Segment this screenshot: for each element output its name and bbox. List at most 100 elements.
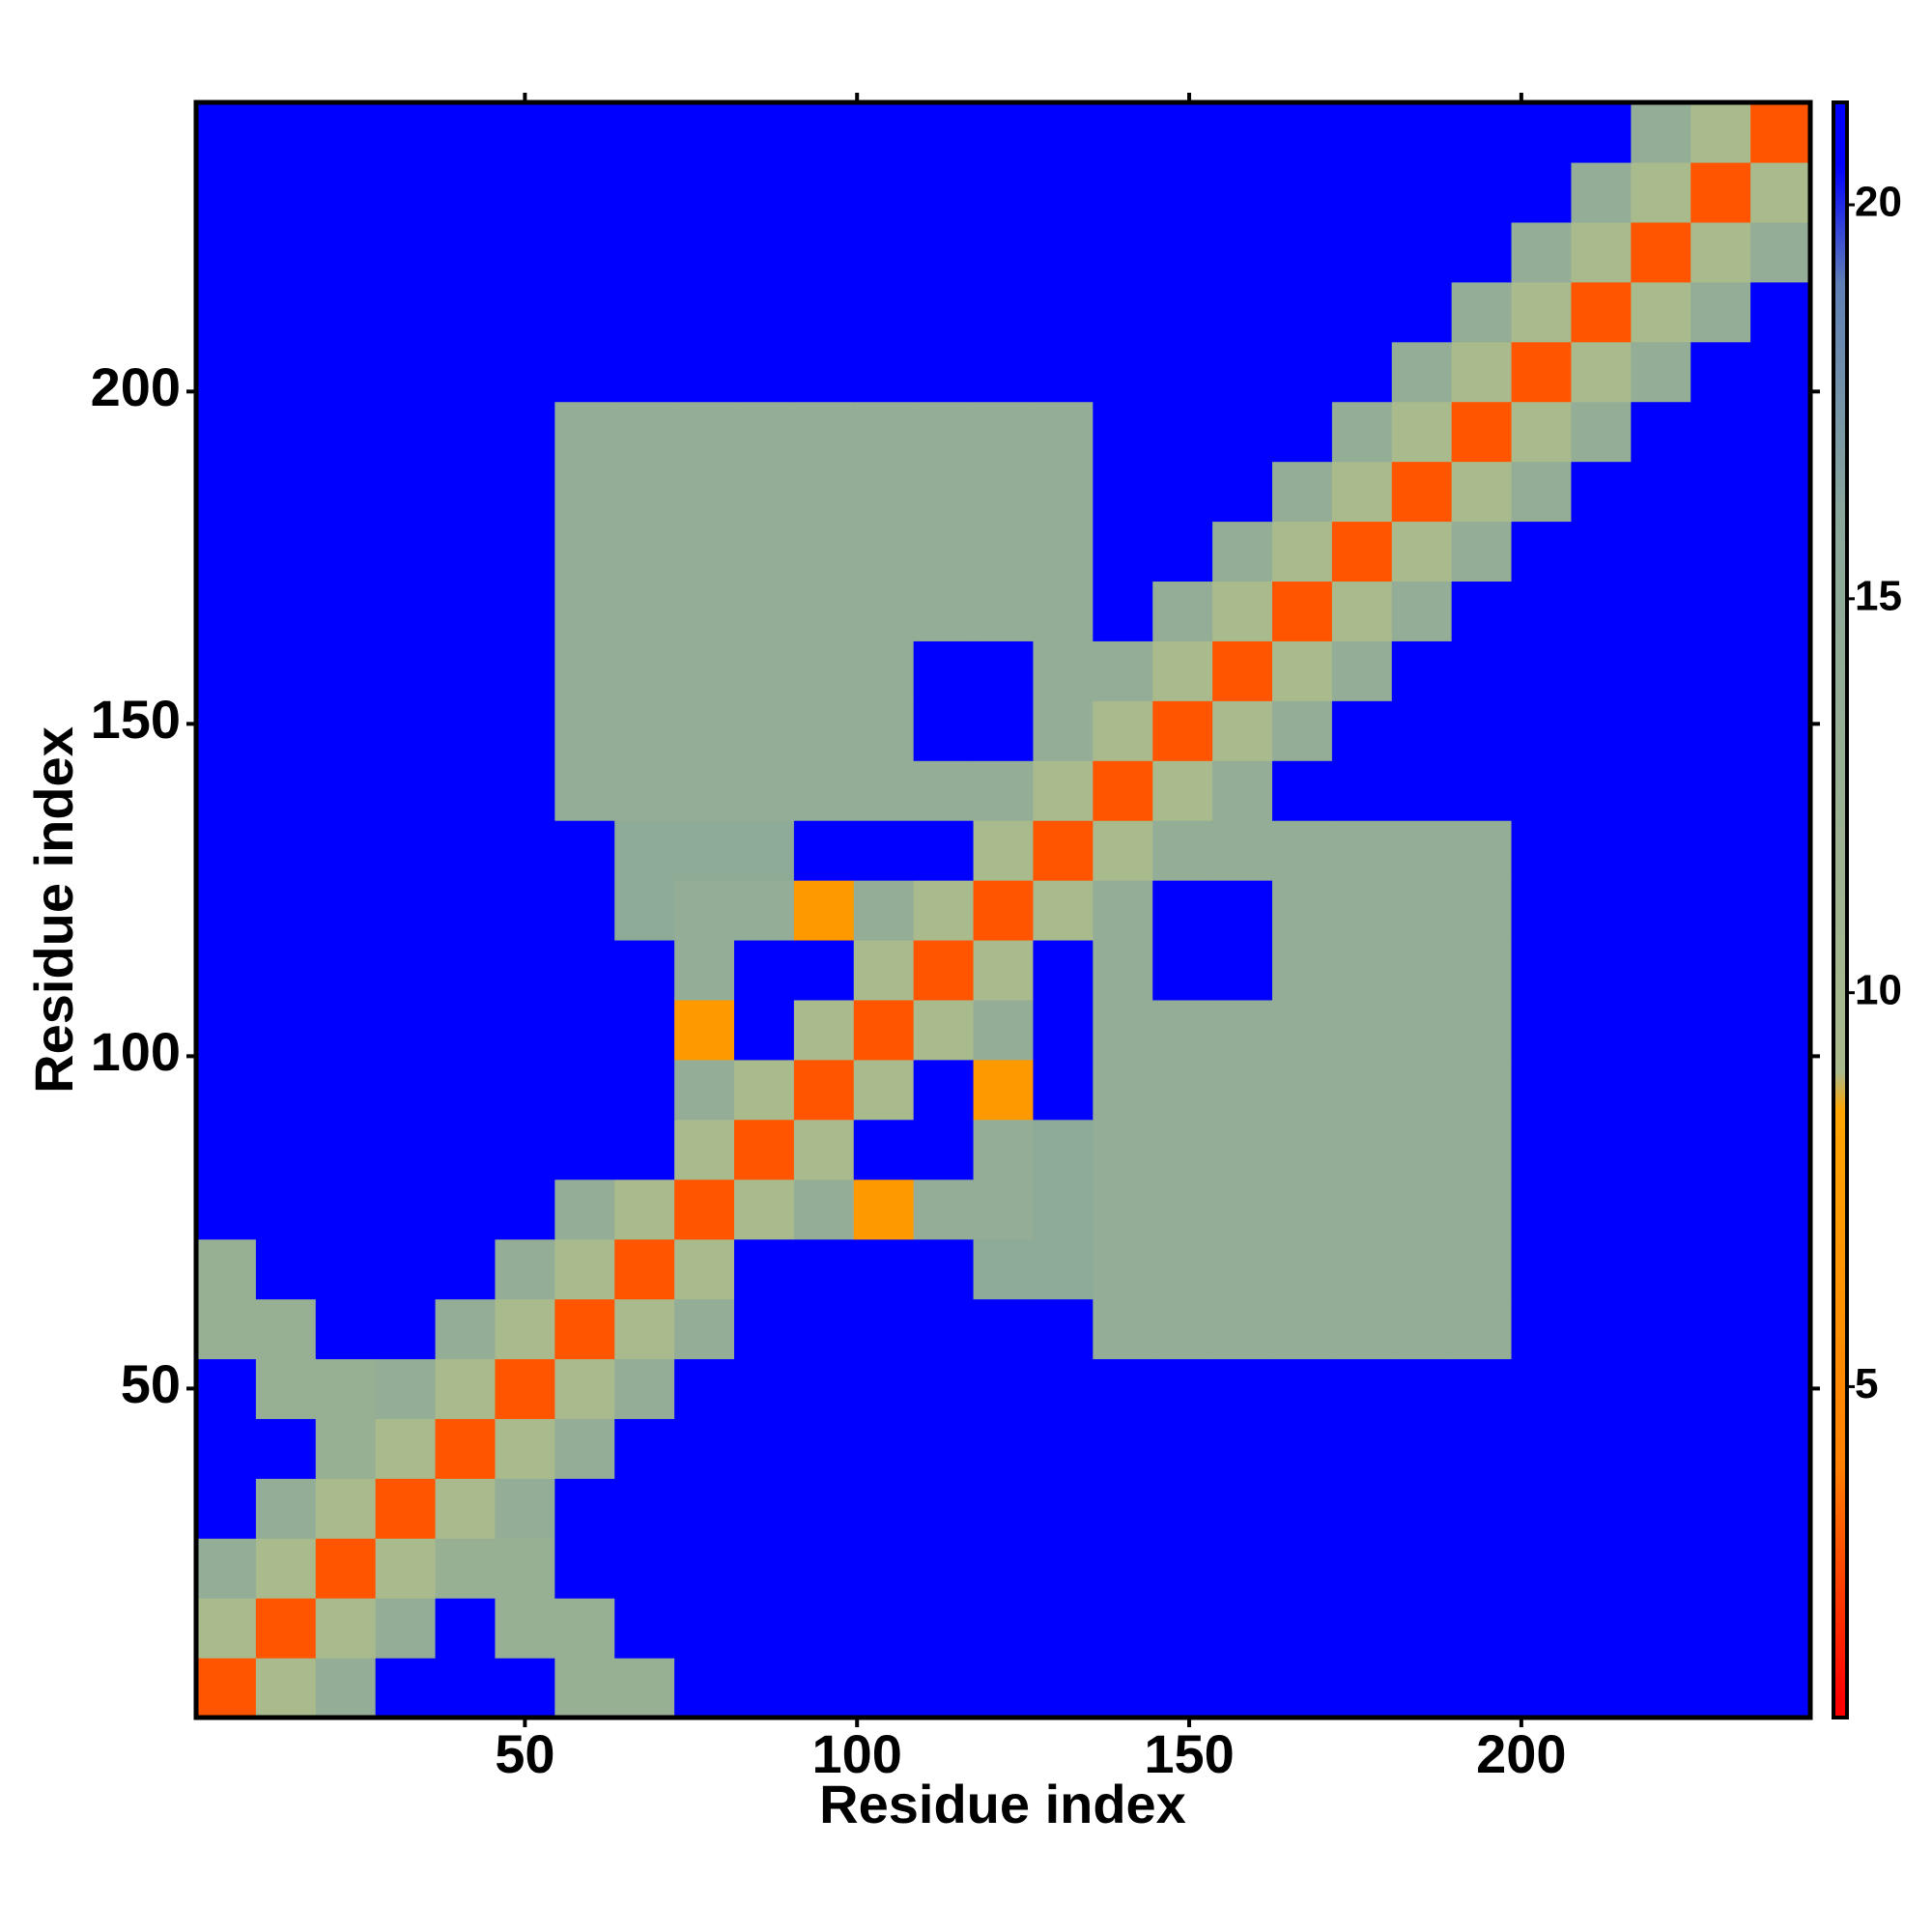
heatmap-cell <box>1212 939 1273 1001</box>
heatmap-cell <box>1033 521 1094 582</box>
heatmap-cell <box>734 1538 795 1599</box>
heatmap-cell <box>1750 102 1811 163</box>
heatmap-cell <box>554 939 615 1001</box>
heatmap-cell <box>1750 700 1811 761</box>
heatmap-cell <box>1451 521 1513 582</box>
heatmap-cell <box>375 760 437 821</box>
heatmap-cell <box>793 1059 855 1121</box>
heatmap-cell <box>375 999 437 1061</box>
heatmap-cell <box>315 1358 377 1419</box>
heatmap-cell <box>973 1598 1035 1659</box>
heatmap-cell <box>435 1298 497 1360</box>
heatmap-cell <box>1451 1478 1513 1539</box>
heatmap-cell <box>1391 461 1453 523</box>
heatmap-cell <box>734 1298 795 1360</box>
heatmap-cell <box>913 461 975 523</box>
heatmap-cell <box>315 281 377 343</box>
heatmap-cell <box>614 281 675 343</box>
heatmap-cell <box>1571 1478 1632 1539</box>
heatmap-cell <box>1272 581 1333 641</box>
heatmap-cell <box>973 700 1035 761</box>
heatmap-cell <box>495 1119 555 1180</box>
heatmap-cell <box>315 1298 377 1360</box>
heatmap-cell <box>1331 581 1393 641</box>
heatmap-cell <box>1152 1598 1213 1659</box>
heatmap-cell <box>196 521 257 582</box>
heatmap-cell <box>913 700 975 761</box>
heatmap-cell <box>1152 221 1213 283</box>
heatmap-cell <box>1093 1179 1153 1240</box>
heatmap-cell <box>1750 461 1811 523</box>
heatmap-cell <box>435 760 497 821</box>
heatmap-cell <box>1391 581 1453 641</box>
heatmap-cell <box>1631 221 1691 283</box>
heatmap-cell <box>674 1358 735 1419</box>
heatmap-cell <box>614 401 675 463</box>
heatmap-cell <box>1511 102 1573 163</box>
heatmap-cell <box>734 581 795 641</box>
heatmap-cell <box>375 880 437 941</box>
heatmap-cell <box>375 521 437 582</box>
heatmap-cell <box>1331 880 1393 941</box>
heatmap-cell <box>793 1358 855 1419</box>
heatmap-cell <box>495 1478 555 1539</box>
heatmap-cell <box>375 640 437 701</box>
heatmap-cell <box>1451 581 1513 641</box>
heatmap-cell <box>375 1658 437 1719</box>
heatmap-cell <box>1511 640 1573 701</box>
heatmap-cell <box>315 1538 377 1599</box>
heatmap-cell <box>495 341 555 403</box>
heatmap-cell <box>1152 1478 1213 1539</box>
heatmap-cell <box>853 1598 915 1659</box>
heatmap-cell <box>255 700 317 761</box>
heatmap-cell <box>1272 700 1333 761</box>
heatmap-cell <box>1631 401 1691 463</box>
heatmap-cell <box>853 1538 915 1599</box>
colorbar-tick-label: 15 <box>1855 572 1902 619</box>
heatmap-cell <box>1690 1478 1751 1539</box>
heatmap-cell <box>1033 401 1094 463</box>
heatmap-cell <box>315 161 377 223</box>
heatmap-cell <box>973 1119 1035 1180</box>
heatmap-cell <box>1152 161 1213 223</box>
heatmap-cell <box>734 521 795 582</box>
heatmap-cell <box>196 1598 257 1659</box>
heatmap-cell <box>674 521 735 582</box>
heatmap-cell <box>315 700 377 761</box>
heatmap-cell <box>1451 102 1513 163</box>
heatmap-cell <box>1152 1358 1213 1419</box>
heatmap-cell <box>1631 581 1691 641</box>
heatmap-cell <box>1391 1358 1453 1419</box>
heatmap-cell <box>1631 1298 1691 1360</box>
heatmap-cell <box>614 1478 675 1539</box>
heatmap-cell <box>973 461 1035 523</box>
heatmap-cell <box>973 401 1035 463</box>
heatmap-cell <box>435 401 497 463</box>
heatmap-cell <box>1571 880 1632 941</box>
heatmap-cell <box>1690 999 1751 1061</box>
heatmap-cell <box>853 521 915 582</box>
heatmap-cell <box>1451 1238 1513 1300</box>
heatmap-cell <box>1631 1478 1691 1539</box>
heatmap-cell <box>1451 221 1513 283</box>
heatmap-cell <box>255 281 317 343</box>
heatmap-cell <box>1331 521 1393 582</box>
heatmap-cell <box>853 1658 915 1719</box>
heatmap-cell <box>1571 461 1632 523</box>
heatmap-cell <box>973 1298 1035 1360</box>
heatmap-cell <box>853 102 915 163</box>
heatmap-cell <box>435 281 497 343</box>
heatmap-cell <box>1272 341 1333 403</box>
heatmap-cell <box>1272 1418 1333 1479</box>
heatmap-cell <box>1631 281 1691 343</box>
heatmap-cell <box>1212 1179 1273 1240</box>
heatmap-cell <box>1750 161 1811 223</box>
heatmap-cell <box>1152 820 1213 881</box>
heatmap-cell <box>614 1119 675 1180</box>
heatmap-cell <box>1451 1358 1513 1419</box>
heatmap-cell <box>913 341 975 403</box>
heatmap-cell <box>1511 700 1573 761</box>
heatmap-cell <box>196 1238 257 1300</box>
heatmap-cell <box>196 1418 257 1479</box>
